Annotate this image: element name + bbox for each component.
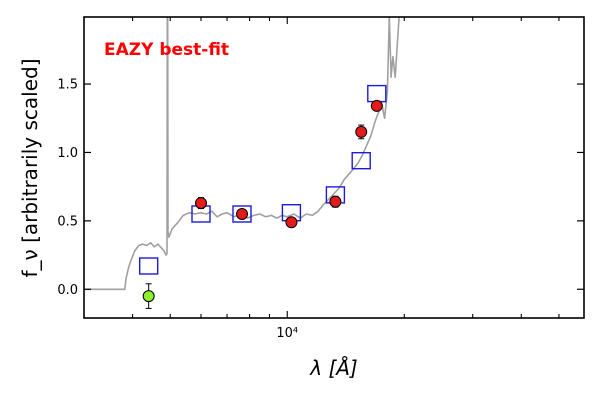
y-tick-label: 0.5 — [57, 214, 78, 229]
x-axis-title: λ [Å] — [309, 356, 357, 380]
plot-frame — [83, 16, 585, 319]
x-tick-label: 10⁴ — [276, 326, 298, 341]
model-flux-box — [232, 205, 252, 223]
y-tick-label: 1.0 — [57, 146, 78, 161]
model-flux-box — [351, 151, 371, 170]
y-tick-label: 0.0 — [57, 283, 78, 298]
observed-flux-point — [355, 125, 368, 138]
observed-flux-point — [195, 197, 208, 210]
observed-flux-point — [285, 216, 298, 229]
y-axis-title: f_ν [arbitrarily scaled] — [18, 59, 42, 278]
ticks-layer: 0.0 0.5 1.0 1.5 10⁴ — [57, 17, 584, 341]
observed-flux-point — [370, 99, 383, 112]
model-flux-box — [138, 257, 159, 275]
model-flux-box — [367, 84, 387, 103]
observed-flux-point — [329, 195, 342, 208]
observed-flux-layer — [142, 99, 383, 309]
y-tick-label: 1.5 — [57, 78, 78, 93]
model-flux-layer — [138, 84, 387, 275]
annotation-label: EAZY best-fit — [104, 40, 229, 60]
observed-flux-point-green — [142, 290, 155, 303]
observed-flux-point — [236, 208, 249, 221]
